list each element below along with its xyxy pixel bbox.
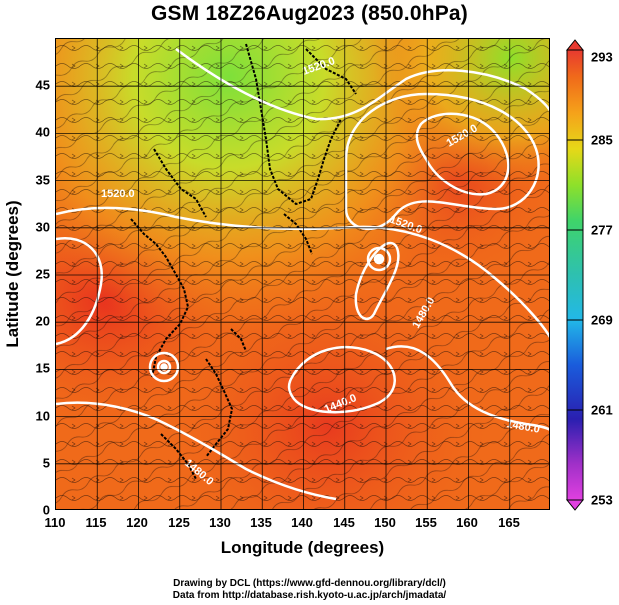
x-tick-label: 155 xyxy=(415,515,437,530)
colorbar xyxy=(565,39,585,511)
x-tick-label: 115 xyxy=(85,515,107,530)
y-tick-label: 15 xyxy=(35,360,50,376)
y-tick-label: 35 xyxy=(35,172,50,188)
x-tick-label: 135 xyxy=(250,515,272,530)
y-tick-label: 10 xyxy=(35,408,50,424)
x-axis-label: Longitude (degrees) xyxy=(220,538,385,557)
x-tick-label: 120 xyxy=(126,515,148,530)
x-tick-label: 125 xyxy=(168,515,190,530)
colorbar-tick: 293 xyxy=(591,49,613,65)
contour-label: 1520.0 xyxy=(101,188,135,200)
colorbar-scale xyxy=(565,39,585,511)
credit-drawing: Drawing by DCL (https://www.gfd-dennou.o… xyxy=(173,578,446,589)
x-tick-label: 165 xyxy=(498,515,520,530)
map-title: GSM 18Z26Aug2023 (850.0hPa) xyxy=(150,2,469,25)
x-tick-label: 130 xyxy=(209,515,231,530)
x-tick-label: 140 xyxy=(291,515,313,530)
y-tick-label: 5 xyxy=(42,455,50,471)
x-tick-label: 160 xyxy=(456,515,478,530)
cyclone-markers xyxy=(148,246,392,383)
temperature-field-map: 1520.0 1520.0 1520.0 1520.0 1480.0 1440.… xyxy=(56,39,549,509)
y-tick-label: 45 xyxy=(35,77,50,93)
x-tick-label: 145 xyxy=(333,515,355,530)
credit-data: Data from http://database.rish.kyoto-u.a… xyxy=(172,590,447,601)
y-tick-label: 20 xyxy=(35,313,50,329)
y-tick-label: 40 xyxy=(35,124,50,140)
contour-label: 1480.0 xyxy=(505,418,540,436)
colorbar-tick: 285 xyxy=(591,132,613,148)
x-tick-label: 110 xyxy=(44,515,66,530)
x-tick-label: 150 xyxy=(374,515,396,530)
y-tick-label: 0 xyxy=(42,502,50,518)
colorbar-tick: 253 xyxy=(591,492,613,508)
y-tick-label: 25 xyxy=(35,266,50,282)
y-tick-label: 30 xyxy=(35,219,50,235)
map-plot-area: 1520.0 1520.0 1520.0 1520.0 1480.0 1440.… xyxy=(55,38,550,510)
colorbar-tick: 261 xyxy=(591,402,613,418)
colorbar-tick: 269 xyxy=(591,312,613,328)
coastlines xyxy=(130,43,357,480)
colorbar-tick: 277 xyxy=(591,222,613,238)
graticule xyxy=(56,39,549,509)
geopotential-contours xyxy=(56,47,549,501)
